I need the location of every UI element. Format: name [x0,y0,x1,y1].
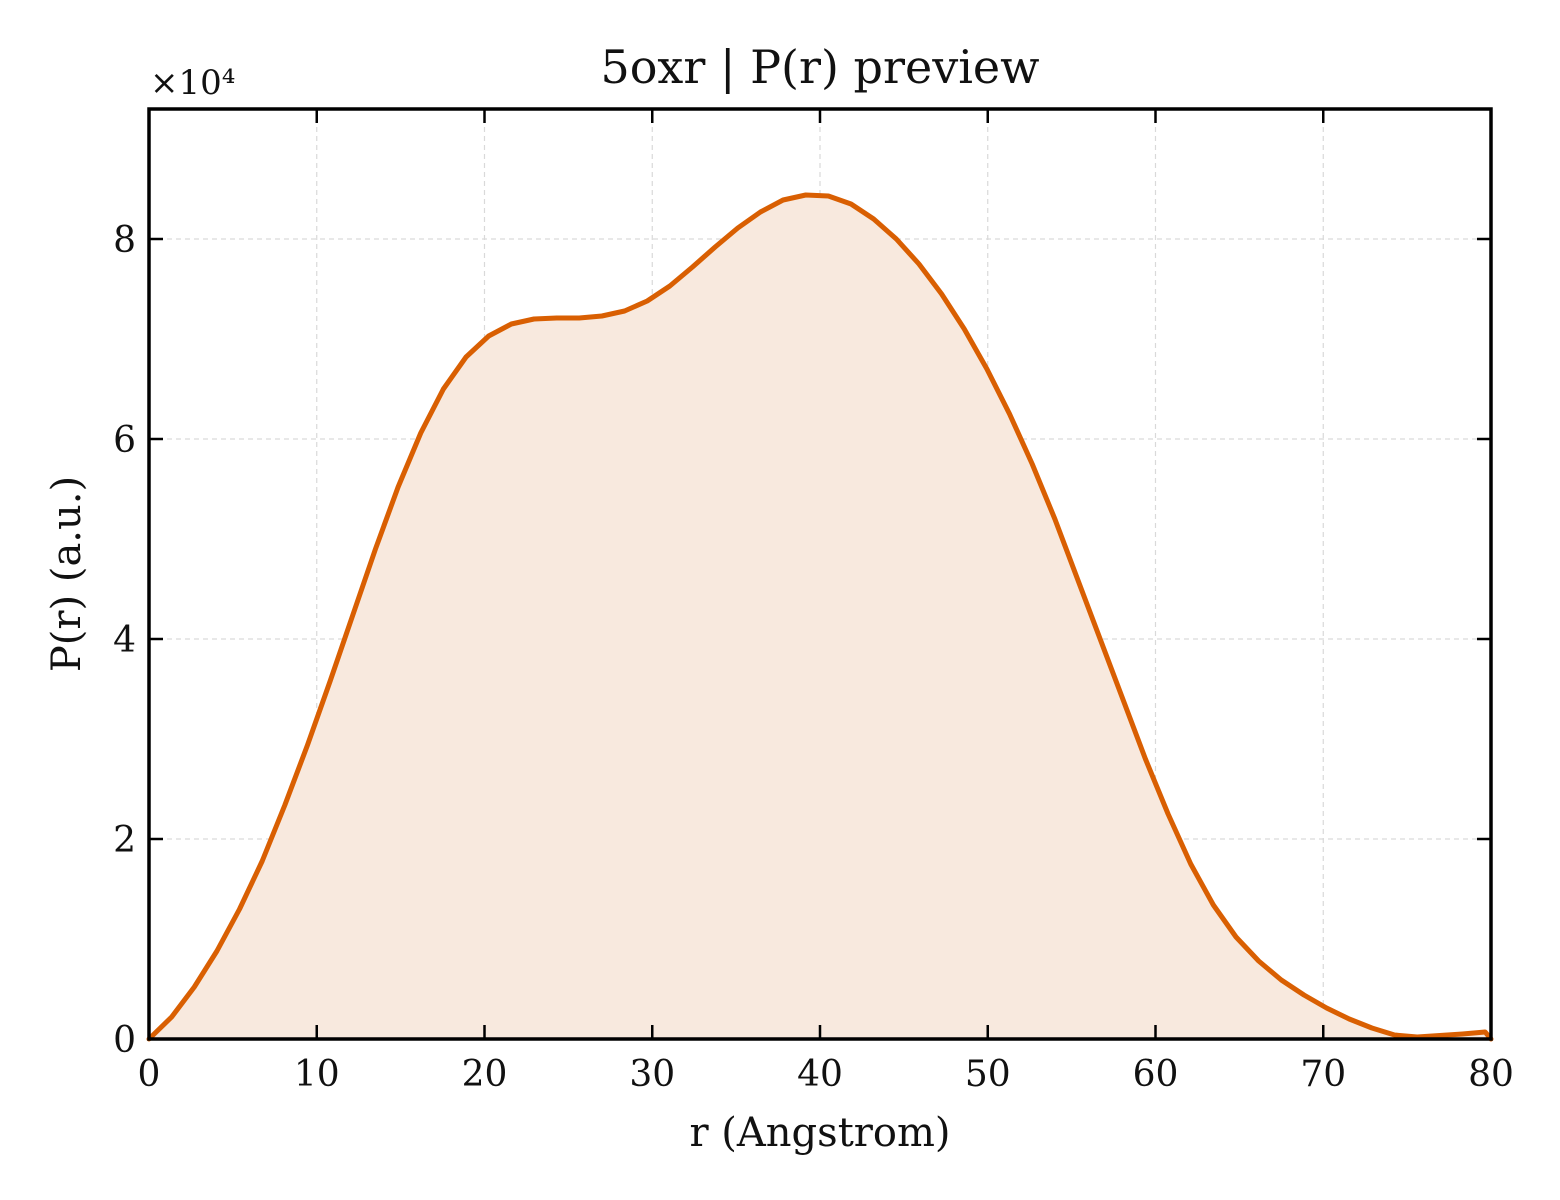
plot-area [146,192,1494,1042]
plot-frame [147,107,1493,1041]
x-tick-label: 0 [138,1054,161,1095]
x-tick-label: 20 [462,1054,508,1095]
y-tick-label: 4 [113,620,136,661]
chart-title: 5oxr | P(r) preview [600,40,1039,94]
x-tick-label: 30 [629,1054,675,1095]
y-scale-multiplier: ×10⁴ [150,63,235,103]
y-tick-label: 6 [113,420,136,461]
y-axis-label: P(r) (a.u.) [44,476,90,672]
x-tick-label: 10 [294,1054,340,1095]
x-tick-label: 40 [797,1054,843,1095]
x-tick-label: 50 [965,1054,1011,1095]
y-tick-label: 0 [113,1020,136,1061]
x-axis-label: r (Angstrom) [689,1110,950,1156]
x-tick-label: 70 [1300,1054,1346,1095]
x-tick-label: 80 [1468,1054,1514,1095]
series-area-fill [149,195,1491,1039]
x-tick-label: 60 [1133,1054,1179,1095]
series-line [146,192,1494,1042]
y-tick-label: 8 [113,220,136,261]
tick-labels: 0 10 20 30 40 50 60 70 80 0 2 4 6 8 [113,220,1514,1095]
y-tick-label: 2 [113,820,136,861]
